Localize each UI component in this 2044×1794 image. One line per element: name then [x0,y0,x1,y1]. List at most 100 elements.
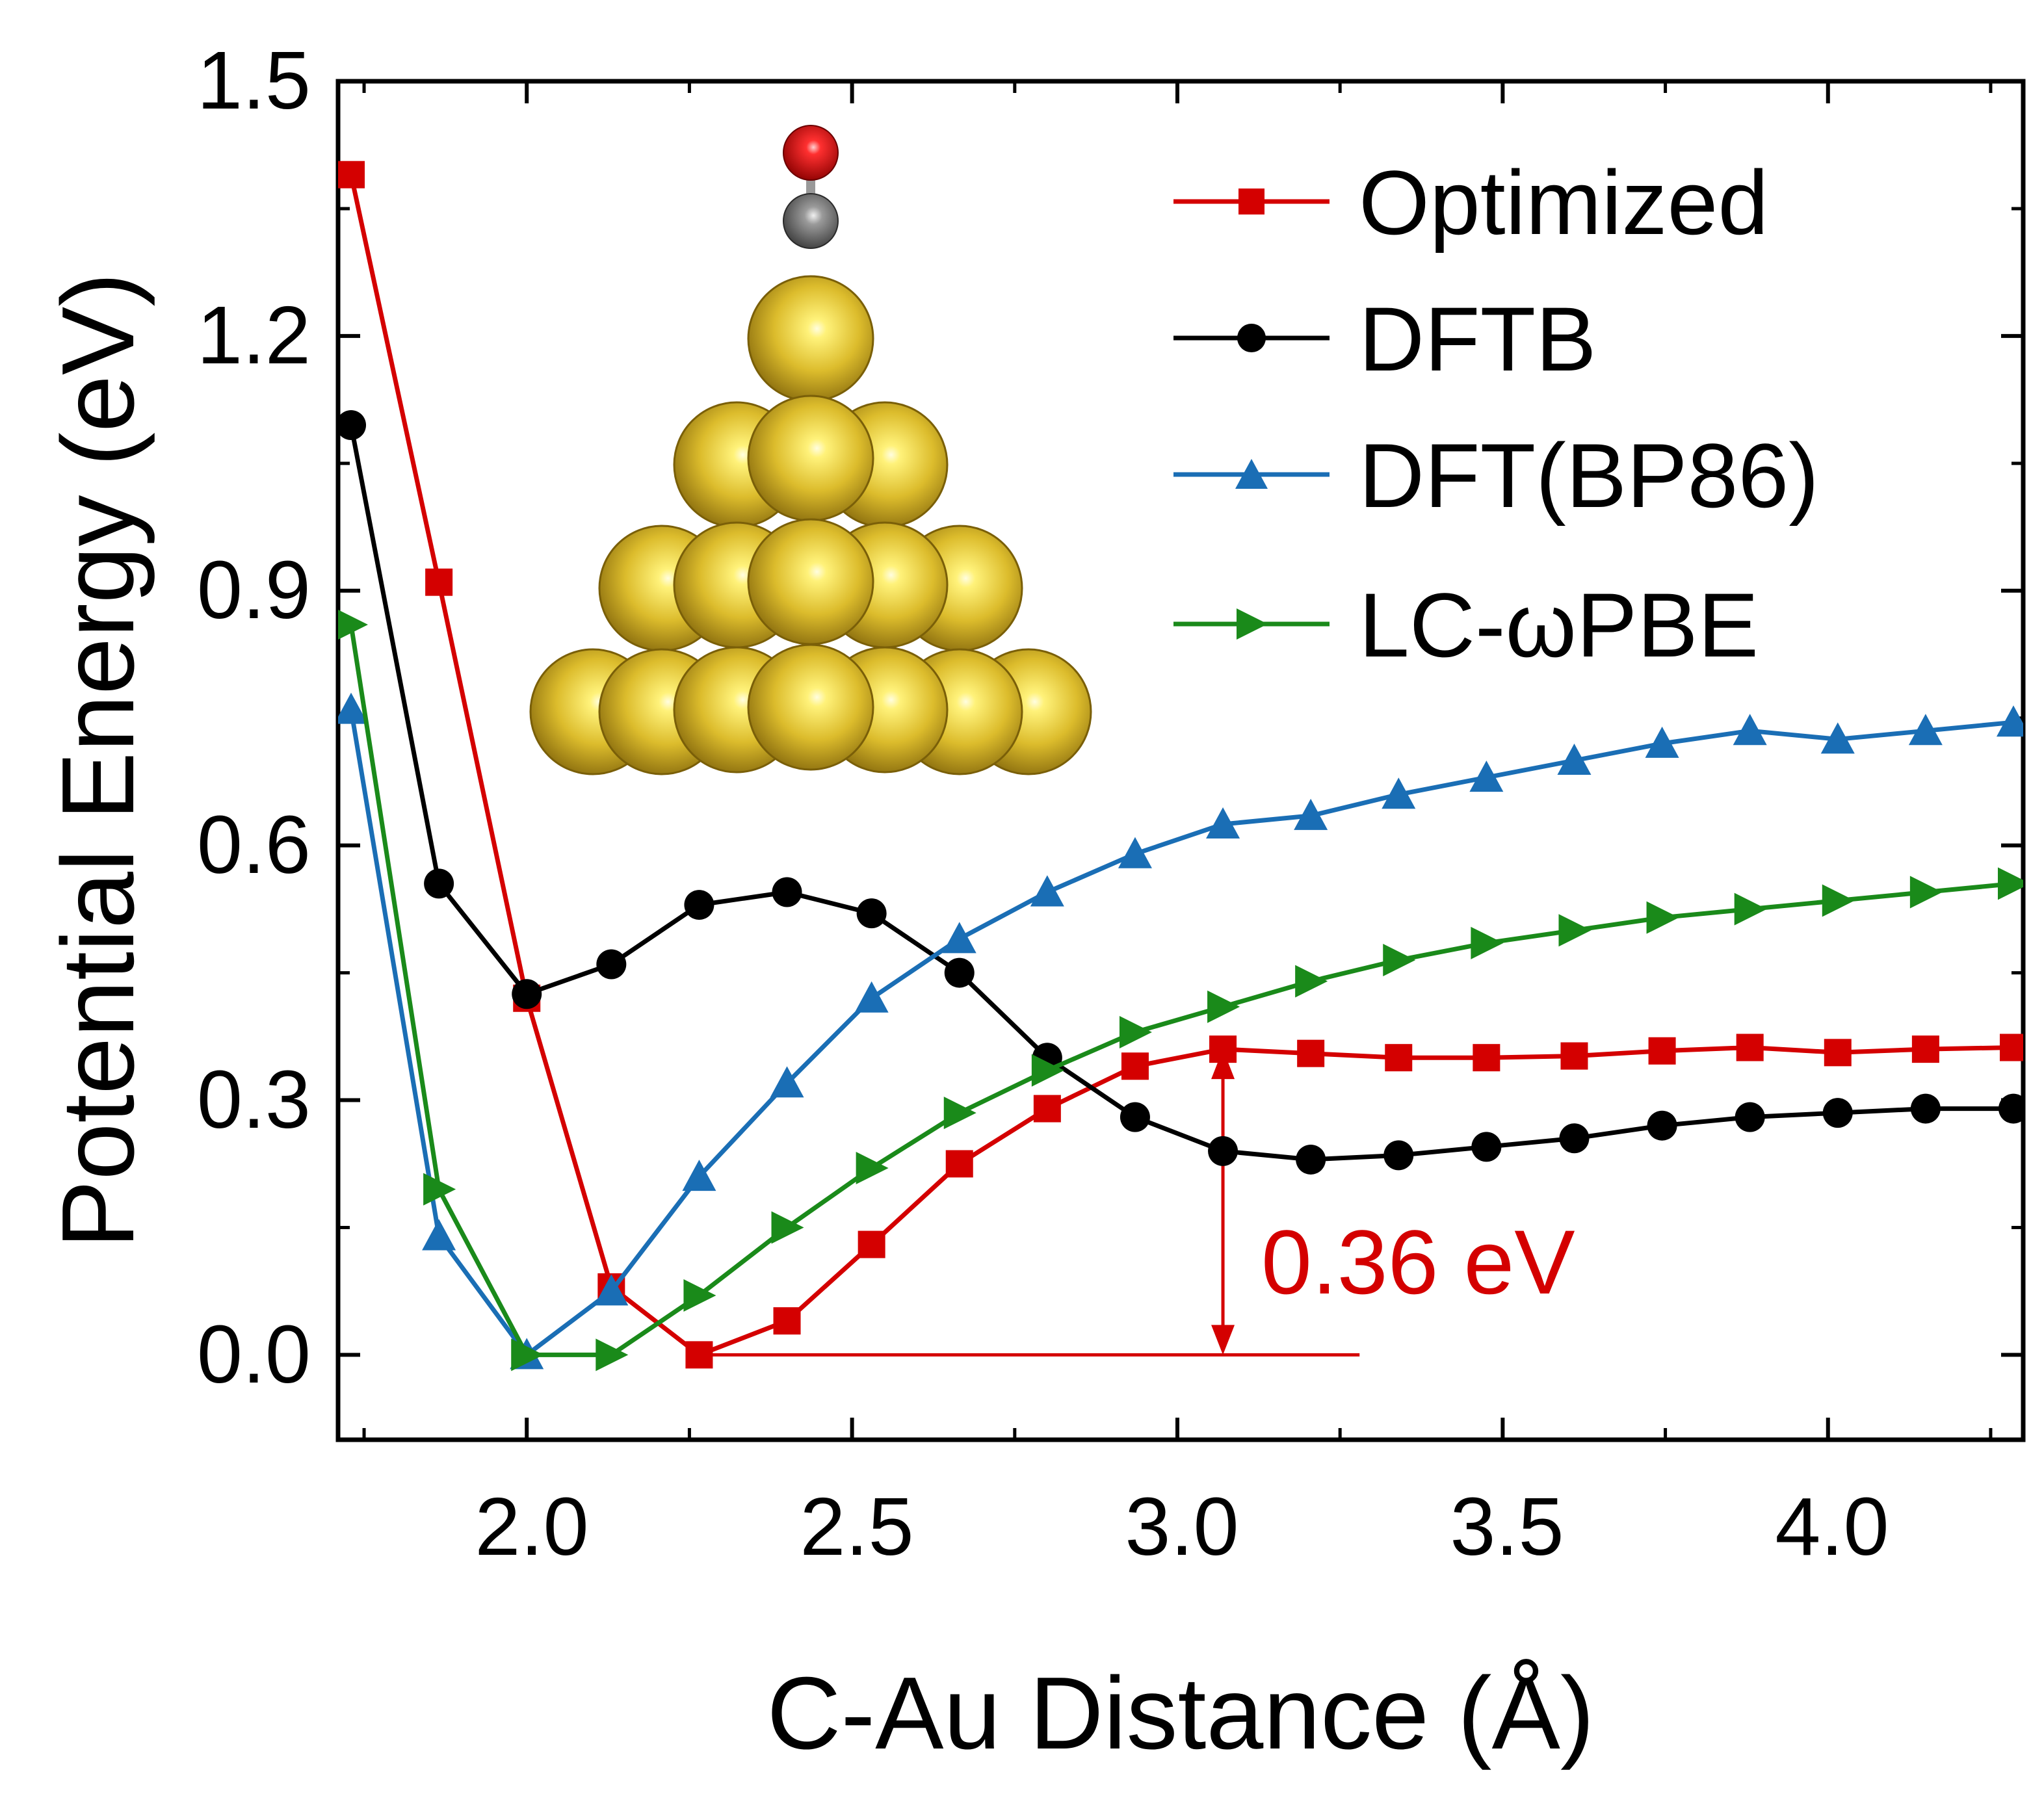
x-tick-label: 2.0 [475,1481,588,1572]
data-point [858,1230,885,1258]
data-point [1119,1016,1152,1048]
data-point [1383,1140,1414,1171]
data-point [1560,1042,1588,1070]
data-point [1473,1044,1500,1072]
data-point [1648,1037,1676,1065]
co-molecule-illustration [783,125,839,249]
x-axis-title: C-Au Distance (Å) [766,1656,1594,1771]
data-point [1733,714,1767,746]
data-point [425,568,453,596]
data-point [1031,1054,1064,1087]
axis-ticks [338,79,2023,1440]
y-tick-label: 1.5 [197,34,311,126]
data-point [1735,1102,1765,1132]
legend-item-dftb: DFTB [1173,288,1597,390]
data-point [1033,1095,1061,1123]
series-line-2 [348,709,2014,1357]
data-point [1996,705,2023,737]
data-point [1297,1039,1325,1067]
data-point [1471,926,1504,959]
data-point [684,890,714,920]
y-tick-label: 0.9 [197,544,311,636]
legend-label: Optimized [1359,151,1768,254]
data-point [1645,726,1679,758]
data-point [1296,1144,1326,1175]
co-gold-cluster-inset [529,125,1092,775]
data-point [594,1274,629,1306]
data-point [422,1219,456,1251]
data-point [1997,867,2023,900]
data-point [512,979,542,1009]
data-point [1908,714,1943,746]
annotation-arrowhead-bottom [1211,1325,1235,1355]
data-point [1471,1132,1502,1162]
data-point [338,410,367,441]
data-point [1469,760,1504,792]
data-point [1383,943,1416,976]
data-point [942,922,976,954]
data-point [1647,1110,1677,1141]
series-line-0 [348,174,2014,1357]
data-point [1120,1102,1150,1132]
data-point [1294,798,1328,830]
y-tick-label: 1.2 [197,289,311,381]
data-point [1557,744,1592,775]
data-point [773,1307,801,1335]
energy-difference-annotation: 0.36 eV [699,1049,1575,1357]
data-point [1822,884,1855,917]
legend: Optimized DFTB DFT(BP86) LC-ωPBE [1173,151,1819,676]
data-point [1559,1123,1590,1154]
data-point [338,609,369,640]
data-point [854,981,889,1013]
data-point [772,877,802,907]
data-point [1824,1039,1852,1067]
data-point [596,1338,629,1372]
x-tick-label: 3.5 [1450,1481,1564,1572]
legend-item-optimized: Optimized [1173,151,1768,254]
legend-label: DFTB [1359,288,1597,390]
data-point [424,868,454,899]
data-point [1998,1093,2023,1124]
data-point [771,1211,804,1244]
data-point [1822,1098,1853,1128]
data-point [856,1152,889,1184]
data-point [856,898,887,929]
legend-item-dft-bp86: DFT(BP86) [1173,424,1819,526]
annotation-arrowhead-top [1211,1049,1235,1080]
x-tick-label: 2.5 [800,1481,913,1572]
data-point [596,949,627,980]
data-point [943,1097,976,1130]
data-point [1999,1034,2023,1061]
data-point [1734,892,1767,926]
data-point [1646,901,1679,934]
legend-item-lc-wpbe: LC-ωPBE [1173,574,1759,676]
series-group [338,161,2023,1372]
x-tick-labels: 2.0 2.5 3.0 3.5 4.0 [475,1481,1889,1572]
x-tick-label: 4.0 [1775,1481,1889,1572]
y-tick-label: 0.3 [197,1054,311,1145]
data-point [511,1338,544,1372]
data-point [1385,1044,1413,1072]
data-point [423,1173,456,1206]
plot-frame [335,79,2026,1442]
data-point [1121,1052,1149,1080]
data-point [1206,807,1240,838]
legend-label: LC-ωPBE [1359,574,1759,676]
y-tick-labels: 0.0 0.3 0.6 0.9 1.2 1.5 [197,34,311,1400]
data-point [1558,914,1592,947]
data-point [945,1150,973,1178]
annotation-label: 0.36 eV [1261,1211,1575,1313]
data-point [1030,875,1064,907]
x-tick-label: 3.0 [1125,1481,1238,1572]
data-point [1820,722,1855,754]
data-point [1382,777,1416,809]
data-point [1910,1093,1941,1124]
data-point [1295,965,1328,998]
data-point [770,1066,804,1098]
y-axis-title: Potential Energy (eV) [41,272,155,1249]
y-tick-label: 0.6 [197,799,311,890]
data-point [1909,876,1943,909]
data-point [1208,1136,1238,1166]
data-point [683,1279,716,1312]
